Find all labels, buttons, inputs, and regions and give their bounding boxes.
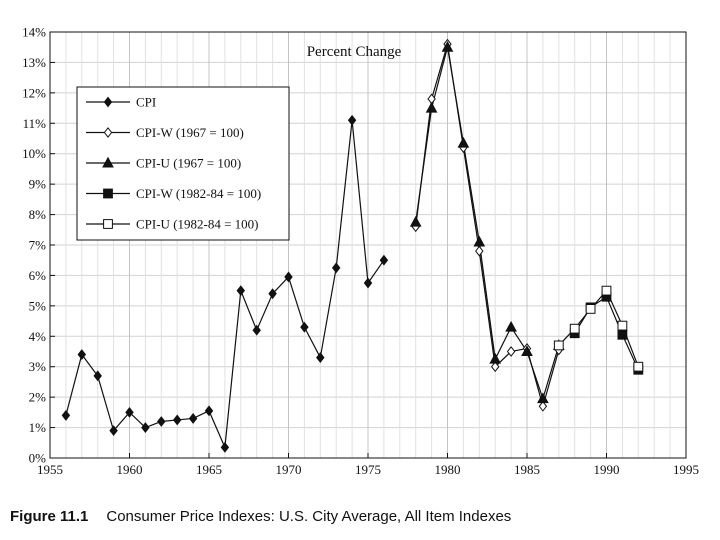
y-tick-label: 6%	[29, 268, 47, 283]
legend-marker	[103, 219, 113, 229]
data-point-0	[300, 321, 309, 333]
data-point-0	[379, 254, 389, 266]
y-tick-label: 1%	[29, 420, 47, 435]
figure-number: Figure 11.1	[10, 508, 89, 525]
data-point-0	[172, 414, 182, 426]
legend-marker	[103, 188, 113, 199]
chart-legend: CPI CPI-W (1967 = 100) CPI-U (1967 = 100) C…	[76, 86, 290, 241]
legend-marker	[102, 156, 114, 168]
data-point-1	[475, 245, 484, 257]
data-point-4	[633, 361, 644, 372]
y-tick-label: 10%	[22, 146, 46, 161]
x-tick-label: 1960	[117, 462, 143, 477]
y-tick-label: 13%	[22, 55, 46, 70]
series-line-1	[415, 44, 560, 409]
data-point-0	[268, 288, 277, 300]
legend-marker	[103, 127, 113, 138]
x-tick-label: 1985	[514, 462, 540, 477]
y-tick-label: 9%	[29, 177, 47, 192]
data-point-0	[284, 271, 293, 283]
y-tick-label: 12%	[22, 85, 46, 100]
data-point-4	[569, 323, 580, 334]
y-tick-label: 3%	[29, 359, 47, 374]
x-tick-label: 1955	[37, 462, 63, 477]
chart-figure: 0% 1% 2% 3% 4% 5% 6% 7% 8% 9% 10% 11% 12% 13% 14% 1955…	[22, 25, 699, 478]
data-point-0	[331, 262, 341, 274]
data-point-0	[220, 441, 230, 453]
x-axis: 1955 1960 1965 1970 1975 1980 1985 1990 1995	[37, 453, 699, 477]
data-point-4	[553, 340, 564, 351]
data-point-0	[204, 405, 214, 417]
data-point-0	[141, 422, 150, 433]
data-point-0	[188, 413, 198, 424]
data-point-2	[489, 352, 502, 364]
y-tick-label: 5%	[29, 298, 47, 313]
data-point-2	[505, 320, 517, 332]
x-tick-label: 1995	[673, 462, 699, 477]
y-tick-label: 0%	[29, 451, 47, 466]
data-point-3	[617, 329, 628, 340]
y-tick-label: 4%	[29, 329, 47, 344]
x-tick-label: 1975	[355, 462, 381, 477]
data-point-1	[538, 400, 548, 412]
data-point-2	[521, 345, 533, 356]
data-point-0	[157, 416, 166, 427]
data-point-0	[316, 352, 325, 363]
data-point-2	[457, 136, 470, 148]
data-point-2	[537, 392, 549, 404]
data-point-4	[585, 304, 596, 314]
figure-caption: Figure 11.1 Consumer Price Indexes: U.S. …	[10, 508, 511, 525]
data-point-0	[236, 285, 246, 297]
series-markers	[61, 38, 644, 453]
data-point-0	[363, 277, 373, 289]
data-point-2	[441, 40, 454, 52]
data-point-0	[125, 406, 134, 418]
data-point-2	[473, 235, 486, 247]
x-tick-label: 1980	[435, 462, 461, 477]
data-point-4	[601, 285, 612, 296]
y-tick-label: 11%	[23, 116, 47, 131]
data-point-1	[490, 361, 500, 373]
x-tick-label: 1965	[196, 462, 222, 477]
data-point-0	[77, 349, 87, 360]
data-point-2	[409, 215, 422, 227]
data-point-2	[425, 101, 438, 113]
y-tick-label: 2%	[29, 390, 47, 405]
data-point-0	[252, 324, 261, 336]
figure-caption-text: Consumer Price Indexes: U.S. City Averag…	[106, 508, 512, 525]
y-tick-label: 8%	[29, 207, 47, 222]
legend-label: CPI-W (1967 = 100)	[136, 125, 244, 140]
data-point-0	[347, 114, 357, 126]
data-point-0	[109, 425, 118, 437]
data-point-0	[93, 370, 102, 382]
legend-marker	[103, 96, 113, 108]
y-tick-label: 14%	[22, 25, 46, 40]
y-axis: 0% 1% 2% 3% 4% 5% 6% 7% 8% 9% 10% 11% 12% 13% 14%	[22, 25, 55, 466]
data-point-1	[506, 346, 516, 357]
x-tick-label: 1970	[276, 462, 302, 477]
legend-label: CPI-U (1982-84 = 100)	[136, 217, 259, 232]
legend-label: CPI-W (1982-84 = 100)	[136, 186, 261, 201]
legend-label: CPI-U (1967 = 100)	[136, 156, 241, 171]
legend-label: CPI	[136, 95, 156, 110]
series-line-2	[415, 47, 560, 401]
x-tick-label: 1990	[594, 462, 620, 477]
chart-title: Percent Change	[307, 44, 402, 60]
data-point-0	[61, 409, 71, 421]
data-point-4	[617, 320, 628, 331]
y-tick-label: 7%	[29, 238, 47, 253]
